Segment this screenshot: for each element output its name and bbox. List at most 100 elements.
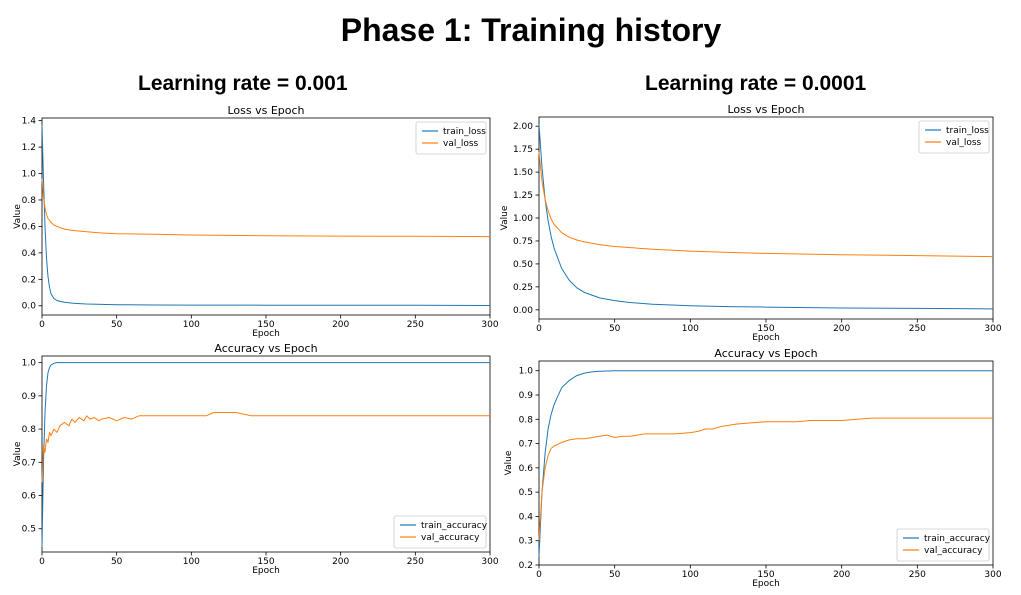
x-tick-label: 250 (407, 320, 424, 330)
y-tick-label: 0.25 (513, 283, 533, 293)
figure-title: Phase 1: Training history (340, 12, 722, 48)
x-tick-label: 300 (984, 570, 1001, 580)
y-axis-label: Value (13, 204, 23, 229)
y-tick-label: 1.4 (22, 117, 37, 127)
y-tick-label: 1.00 (513, 214, 533, 224)
x-tick-label: 0 (39, 557, 45, 567)
chart-lr001-acc: Accuracy vs Epoch 0 50 100 150 200 250 300 0.5 0.… (13, 342, 499, 576)
series-line-val_loss (538, 151, 994, 258)
x-tick-label: 200 (833, 324, 850, 334)
chart-lr0001-loss: Loss vs Epoch 0 50 100 150 200 250 300 0.00 0.25 0… (500, 103, 1002, 343)
y-tick-label: 0.6 (519, 464, 534, 474)
x-tick-label: 150 (757, 570, 774, 580)
plot-frame (41, 117, 491, 316)
x-tick-label: 0 (536, 570, 542, 580)
y-tick-label: 0.8 (519, 415, 534, 425)
legend-box (415, 121, 487, 155)
y-tick-label: 0.00 (513, 306, 533, 316)
column-title-lr-0.0001: Learning rate = 0.0001 (645, 72, 867, 95)
legend-box (393, 515, 487, 549)
x-tick-label: 100 (183, 557, 200, 567)
y-tick-label: 0.3 (519, 537, 533, 547)
legend-box (896, 528, 990, 562)
column-title-lr-0.001: Learning rate = 0.001 (138, 72, 348, 95)
legend: train_loss val_loss (415, 121, 487, 155)
y-tick-label: 0.50 (513, 260, 533, 270)
series-line-val_accuracy (41, 412, 490, 483)
y-tick-label: 1.0 (22, 359, 37, 369)
x-tick-label: 150 (757, 324, 774, 334)
x-tick-label: 100 (183, 320, 200, 330)
y-tick-label: 2.00 (513, 122, 533, 132)
legend-label-train_accuracy: train_accuracy (421, 521, 488, 531)
y-tick-label: 0.8 (22, 196, 37, 206)
y-tick-label: 0.4 (519, 512, 534, 522)
x-tick-label: 300 (481, 557, 498, 567)
legend-label-train_accuracy: train_accuracy (924, 534, 991, 544)
x-axis-label: Epoch (752, 579, 780, 589)
plot-title: Loss vs Epoch (727, 103, 804, 116)
plot-title: Loss vs Epoch (227, 104, 304, 117)
x-tick-label: 50 (111, 557, 123, 567)
x-tick-label: 250 (909, 570, 926, 580)
y-tick-label: 0.2 (22, 275, 36, 285)
chart-lr0001-acc: Accuracy vs Epoch 0 50 100 150 200 250 300 0.2 0.… (504, 347, 1002, 589)
y-axis-label: Value (500, 205, 510, 230)
y-tick-label: 0.5 (519, 488, 533, 498)
x-tick-label: 50 (111, 320, 123, 330)
x-tick-label: 100 (682, 324, 699, 334)
y-tick-label: 0.9 (519, 391, 534, 401)
x-tick-label: 250 (909, 324, 926, 334)
y-tick-label: 1.75 (513, 145, 533, 155)
chart-lr001-loss: Loss vs Epoch 0 50 100 150 200 250 300 0.0 0.2 0.4… (13, 104, 499, 339)
x-tick-label: 200 (833, 570, 850, 580)
x-tick-label: 50 (609, 324, 621, 334)
x-tick-label: 250 (407, 557, 424, 567)
y-tick-label: 0.0 (22, 302, 37, 312)
legend-label-val_accuracy: val_accuracy (924, 546, 983, 556)
x-tick-label: 100 (682, 570, 699, 580)
y-tick-label: 1.0 (519, 367, 534, 377)
y-tick-label: 0.7 (22, 458, 36, 468)
x-tick-label: 50 (609, 570, 621, 580)
x-tick-label: 200 (332, 320, 349, 330)
y-tick-label: 0.6 (22, 492, 37, 502)
series-line-train_accuracy (538, 370, 993, 557)
plot-title: Accuracy vs Epoch (714, 347, 817, 360)
y-axis-label: Value (13, 441, 23, 466)
legend-box (918, 120, 990, 154)
series-line-train_loss (538, 124, 994, 310)
legend-label-val_loss: val_loss (946, 138, 982, 148)
x-tick-label: 150 (257, 557, 274, 567)
series-line-train_accuracy (41, 362, 490, 548)
x-tick-label: 200 (332, 557, 349, 567)
series-line-train_loss (41, 124, 491, 306)
x-tick-label: 300 (481, 320, 498, 330)
y-tick-label: 1.25 (513, 191, 533, 201)
y-tick-label: 0.5 (22, 525, 36, 535)
x-tick-label: 150 (257, 320, 274, 330)
y-tick-label: 0.2 (519, 561, 533, 571)
y-tick-label: 0.8 (22, 425, 37, 435)
plot-title: Accuracy vs Epoch (214, 342, 317, 355)
y-tick-label: 0.7 (519, 440, 533, 450)
y-tick-label: 0.75 (513, 237, 533, 247)
x-tick-label: 300 (984, 324, 1001, 334)
plot-frame (538, 116, 994, 320)
series-line-val_accuracy (538, 417, 993, 541)
legend: train_accuracy val_accuracy (896, 528, 991, 562)
legend-label-val_accuracy: val_accuracy (421, 533, 480, 543)
y-tick-label: 0.4 (22, 249, 37, 259)
legend-label-val_loss: val_loss (443, 139, 479, 149)
x-tick-label: 0 (39, 320, 45, 330)
y-tick-label: 0.9 (22, 392, 37, 402)
x-tick-label: 0 (536, 324, 542, 334)
y-tick-label: 1.50 (513, 168, 533, 178)
y-axis-label: Value (504, 450, 514, 475)
x-axis-label: Epoch (252, 329, 280, 339)
legend: train_accuracy val_accuracy (393, 515, 488, 549)
legend-label-train_loss: train_loss (946, 126, 989, 136)
y-tick-label: 1.2 (22, 143, 36, 153)
legend: train_loss val_loss (918, 120, 990, 154)
